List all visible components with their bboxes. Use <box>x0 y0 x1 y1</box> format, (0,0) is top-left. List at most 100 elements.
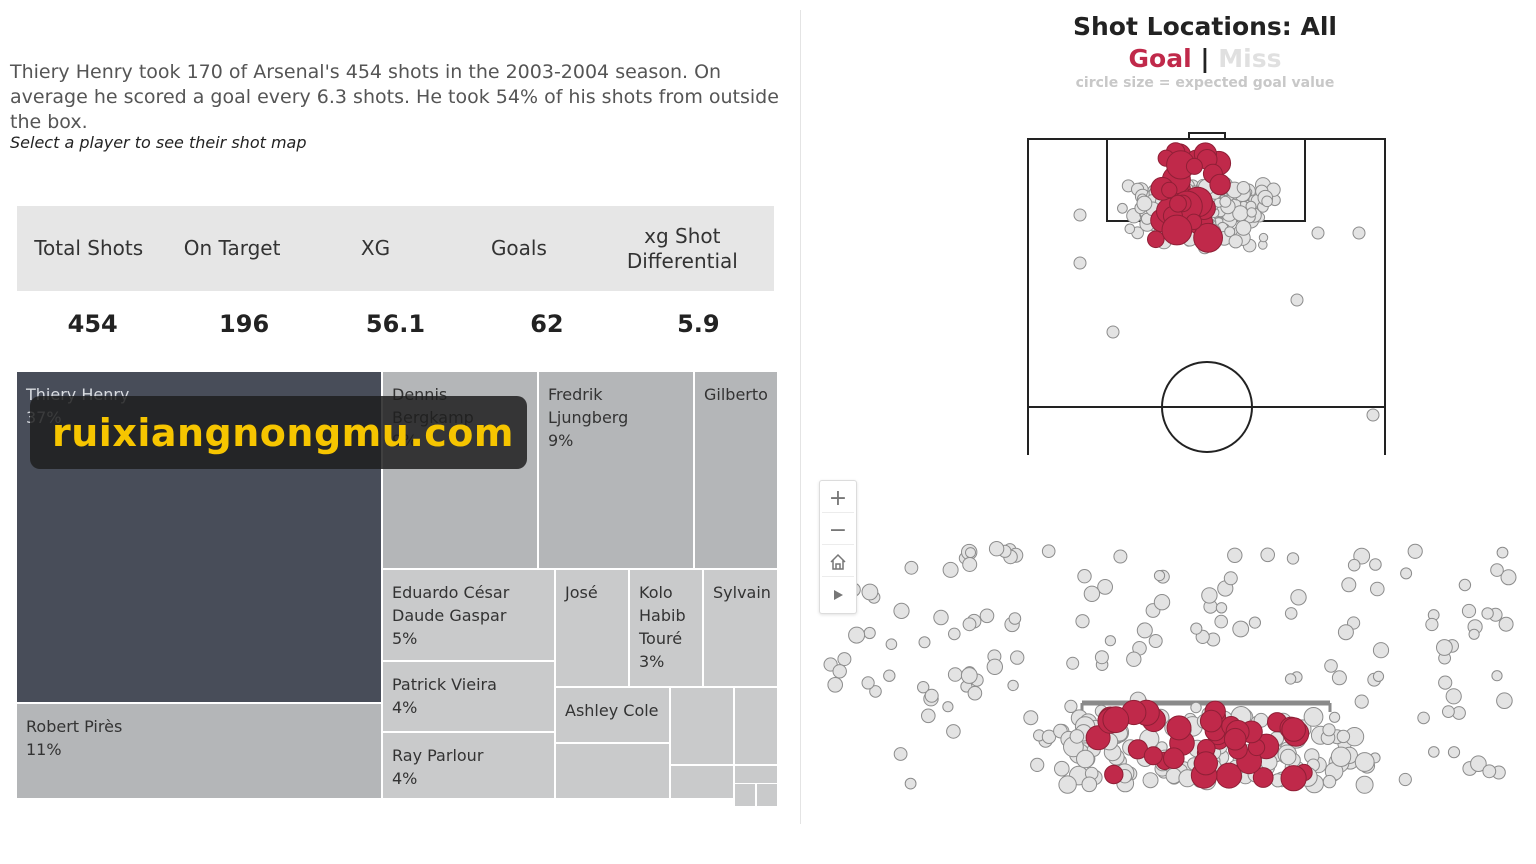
miss-shot-marker[interactable] <box>1261 195 1273 208</box>
miss-shot-marker[interactable] <box>1030 757 1045 773</box>
miss-shot-marker[interactable] <box>1303 707 1324 727</box>
goal-shot-marker[interactable] <box>1199 709 1223 733</box>
treemap-tile[interactable]: Eduardo César Daude Gaspar 5% <box>382 569 555 661</box>
miss-shot-marker[interactable] <box>1113 549 1128 564</box>
miss-shot-marker[interactable] <box>1468 628 1480 640</box>
miss-shot-marker[interactable] <box>1106 325 1120 339</box>
miss-shot-marker[interactable] <box>832 664 847 679</box>
treemap-tile[interactable]: José <box>555 569 629 687</box>
miss-shot-marker[interactable] <box>917 681 930 694</box>
miss-shot-marker[interactable] <box>1290 589 1307 606</box>
goal-shot-marker[interactable] <box>1102 706 1130 734</box>
miss-shot-marker[interactable] <box>1284 607 1298 620</box>
treemap-tile-unlabeled[interactable] <box>670 687 734 765</box>
miss-shot-marker[interactable] <box>988 541 1005 557</box>
miss-shot-marker[interactable] <box>962 617 977 632</box>
miss-shot-marker[interactable] <box>1069 729 1085 744</box>
miss-shot-marker[interactable] <box>1142 772 1159 789</box>
miss-shot-marker[interactable] <box>1407 543 1423 559</box>
miss-shot-marker[interactable] <box>942 701 954 713</box>
miss-shot-marker[interactable] <box>1372 670 1385 683</box>
zoom-in-icon[interactable]: + <box>822 484 854 513</box>
miss-shot-marker[interactable] <box>1190 701 1202 714</box>
miss-shot-marker[interactable] <box>1322 723 1336 737</box>
goal-shot-marker[interactable] <box>1169 194 1187 213</box>
miss-shot-marker[interactable] <box>1417 711 1430 725</box>
miss-shot-marker[interactable] <box>1355 775 1374 794</box>
miss-shot-marker[interactable] <box>1214 614 1228 629</box>
miss-shot-marker[interactable] <box>1347 558 1361 572</box>
miss-shot-marker[interactable] <box>1066 656 1080 670</box>
miss-shot-marker[interactable] <box>885 638 898 651</box>
miss-shot-marker[interactable] <box>1073 208 1087 222</box>
miss-shot-marker[interactable] <box>1083 585 1101 602</box>
miss-shot-marker[interactable] <box>1496 692 1513 710</box>
miss-shot-marker[interactable] <box>933 609 949 626</box>
miss-shot-marker[interactable] <box>1366 408 1380 422</box>
miss-shot-marker[interactable] <box>1498 616 1514 632</box>
goal-shot-marker[interactable] <box>1166 715 1192 741</box>
miss-shot-marker[interactable] <box>1136 195 1153 212</box>
miss-shot-marker[interactable] <box>1223 571 1238 586</box>
miss-shot-marker[interactable] <box>904 777 917 790</box>
miss-shot-marker[interactable] <box>1260 547 1275 563</box>
miss-shot-marker[interactable] <box>1372 642 1390 659</box>
miss-shot-marker[interactable] <box>1148 634 1163 648</box>
goal-shot-marker[interactable] <box>1223 727 1247 751</box>
miss-shot-marker[interactable] <box>893 747 908 761</box>
miss-shot-marker[interactable] <box>1041 729 1057 744</box>
miss-shot-marker[interactable] <box>1153 594 1171 611</box>
miss-shot-marker[interactable] <box>1117 202 1128 214</box>
miss-shot-marker[interactable] <box>1041 544 1056 559</box>
miss-shot-marker[interactable] <box>1153 570 1166 582</box>
miss-shot-marker[interactable] <box>1331 670 1347 686</box>
miss-shot-marker[interactable] <box>893 602 910 620</box>
miss-shot-marker[interactable] <box>1058 775 1077 794</box>
treemap-tile[interactable]: Sylvain <box>703 569 778 687</box>
goal-shot-marker[interactable] <box>1104 764 1124 785</box>
miss-shot-marker[interactable] <box>1436 639 1453 656</box>
miss-shot-marker[interactable] <box>1458 578 1472 592</box>
miss-shot-marker[interactable] <box>1442 705 1455 718</box>
miss-shot-marker[interactable] <box>1235 220 1252 236</box>
miss-shot-marker[interactable] <box>1136 622 1153 639</box>
miss-shot-marker[interactable] <box>1010 650 1025 665</box>
miss-shot-marker[interactable] <box>1322 774 1337 789</box>
miss-shot-marker[interactable] <box>1324 659 1338 673</box>
miss-shot-marker[interactable] <box>904 560 919 575</box>
treemap-tile-unlabeled[interactable] <box>734 783 756 807</box>
miss-shot-marker[interactable] <box>1232 620 1250 638</box>
miss-shot-marker[interactable] <box>827 677 844 693</box>
miss-shot-marker[interactable] <box>1428 746 1440 758</box>
treemap-tile[interactable]: Ray Parlour 4% <box>382 732 555 799</box>
goal-shot-marker[interactable] <box>1252 767 1274 788</box>
miss-shot-marker[interactable] <box>861 583 879 601</box>
legend-miss[interactable]: Miss <box>1218 44 1282 73</box>
miss-shot-marker[interactable] <box>1500 569 1517 586</box>
goal-shot-marker[interactable] <box>1161 181 1178 199</box>
miss-shot-marker[interactable] <box>924 688 939 703</box>
treemap-tile[interactable]: Ashley Cole <box>555 687 670 743</box>
miss-shot-marker[interactable] <box>869 685 882 698</box>
miss-shot-marker[interactable] <box>1370 581 1385 597</box>
treemap-tile-unlabeled[interactable] <box>756 783 778 807</box>
miss-shot-marker[interactable] <box>921 708 936 724</box>
miss-shot-marker[interactable] <box>960 667 978 684</box>
miss-shot-marker[interactable] <box>1094 650 1109 665</box>
miss-shot-marker[interactable] <box>1286 552 1300 565</box>
goal-shot-marker[interactable] <box>1163 747 1185 770</box>
miss-shot-marker[interactable] <box>1227 547 1243 563</box>
goal-shot-marker[interactable] <box>1185 157 1203 175</box>
miss-shot-marker[interactable] <box>1337 624 1354 641</box>
miss-shot-marker[interactable] <box>883 669 896 682</box>
miss-shot-marker[interactable] <box>918 636 931 649</box>
goal-shot-marker[interactable] <box>1193 751 1219 776</box>
miss-shot-marker[interactable] <box>946 724 961 739</box>
miss-shot-marker[interactable] <box>1215 602 1228 614</box>
zoom-out-icon[interactable]: − <box>822 516 854 545</box>
miss-shot-marker[interactable] <box>1341 577 1357 593</box>
miss-shot-marker[interactable] <box>1248 616 1262 629</box>
treemap-tile[interactable]: Gilberto <box>694 371 778 569</box>
miss-shot-marker[interactable] <box>863 626 876 640</box>
miss-shot-marker[interactable] <box>962 557 978 572</box>
